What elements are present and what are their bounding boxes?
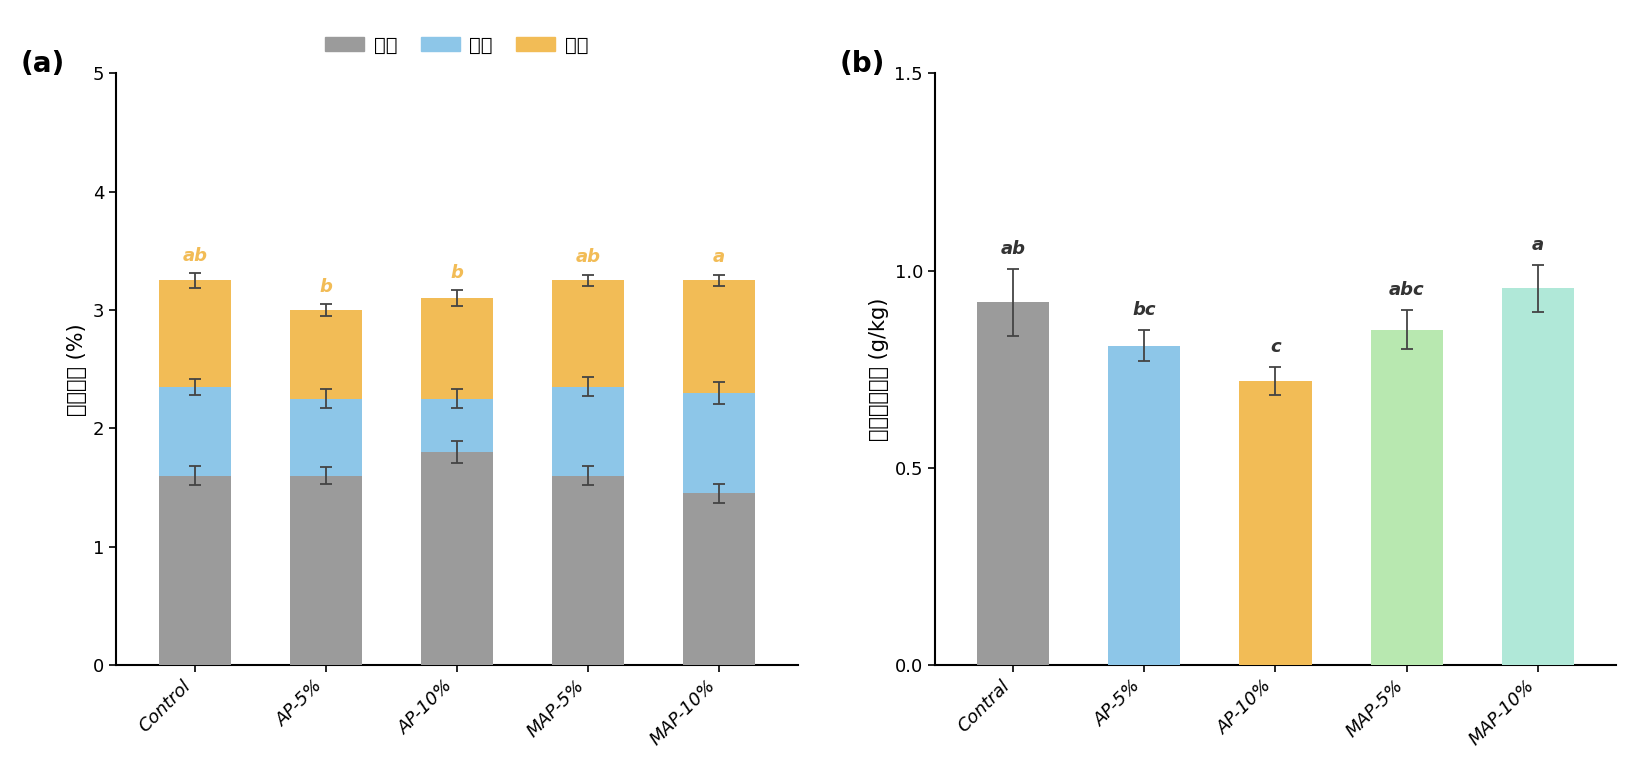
Text: ab: ab xyxy=(1001,240,1025,257)
Text: (a): (a) xyxy=(21,49,64,78)
Bar xyxy=(684,281,755,393)
Text: a: a xyxy=(451,550,462,568)
Bar xyxy=(1108,346,1180,665)
Text: b: b xyxy=(713,570,725,588)
Y-axis label: 养分含量 (%): 养分含量 (%) xyxy=(68,323,88,416)
Legend: 总氮, 总磷, 总钖: 总氮, 总磷, 总钖 xyxy=(325,36,588,55)
Bar xyxy=(158,476,231,665)
Bar xyxy=(291,310,362,399)
Text: b: b xyxy=(319,561,332,579)
Text: b: b xyxy=(188,561,201,579)
Text: ab: ab xyxy=(314,428,338,446)
Bar xyxy=(421,298,494,399)
Bar xyxy=(977,302,1050,665)
Bar xyxy=(291,399,362,476)
Text: b: b xyxy=(319,278,332,296)
Bar xyxy=(551,387,624,476)
Bar xyxy=(1370,330,1443,665)
Text: ab: ab xyxy=(182,247,208,265)
Text: ab: ab xyxy=(182,423,208,441)
Bar xyxy=(551,281,624,387)
Bar xyxy=(551,476,624,665)
Y-axis label: 氨挥发累积量 (g/kg): 氨挥发累积量 (g/kg) xyxy=(868,297,888,441)
Bar xyxy=(158,281,231,387)
Text: b: b xyxy=(451,416,464,434)
Bar xyxy=(421,452,494,665)
Bar xyxy=(291,476,362,665)
Text: a: a xyxy=(713,249,725,267)
Bar xyxy=(1502,289,1573,665)
Text: a: a xyxy=(713,434,725,452)
Text: abc: abc xyxy=(1388,281,1425,299)
Text: bc: bc xyxy=(1133,301,1156,318)
Text: ab: ab xyxy=(576,249,601,267)
Bar xyxy=(684,393,755,493)
Text: b: b xyxy=(451,263,464,281)
Text: a: a xyxy=(581,423,594,441)
Bar xyxy=(1240,381,1311,665)
Text: c: c xyxy=(1270,338,1281,356)
Text: a: a xyxy=(1532,236,1544,253)
Bar xyxy=(158,387,231,476)
Bar xyxy=(421,399,494,452)
Text: (b): (b) xyxy=(839,49,885,78)
Bar xyxy=(684,493,755,665)
Text: b: b xyxy=(581,561,594,579)
